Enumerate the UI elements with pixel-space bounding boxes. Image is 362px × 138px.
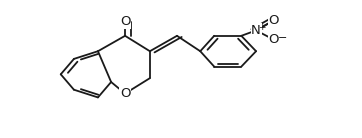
Text: N: N	[251, 24, 261, 37]
Text: O: O	[120, 87, 130, 100]
Text: +: +	[258, 23, 266, 32]
Text: O: O	[120, 15, 130, 28]
Text: −: −	[278, 33, 287, 43]
Text: O: O	[269, 33, 279, 46]
Text: O: O	[269, 14, 279, 27]
